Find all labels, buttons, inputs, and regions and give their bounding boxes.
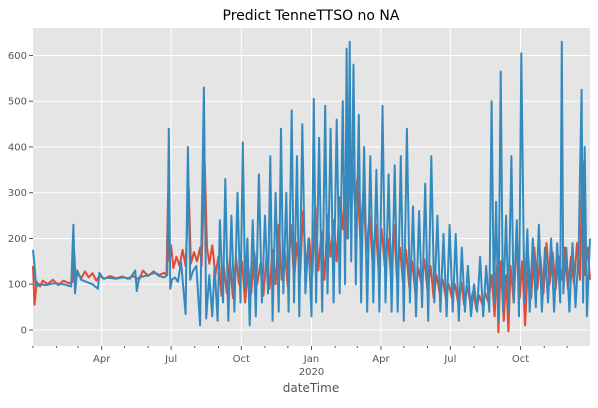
series-lines [32,40,591,334]
series-line-2 [32,40,591,327]
y-tick-label: 400 [8,142,27,153]
y-axis: 0 100 200 300 400 500 600 [8,51,33,336]
y-tick-label: 500 [8,97,27,108]
y-tick-label: 200 [8,234,27,245]
y-tick-label: 300 [8,188,27,199]
chart-title: Predict TenneTTSO no NA [223,8,400,24]
x-tick-label: Jan [303,354,319,365]
x-tick-label: Jul [164,354,177,365]
x-tick-label: Apr [372,354,390,365]
x-axis-label: dateTime [283,381,339,395]
x-tick-label: Oct [512,354,529,365]
x-tick-label: Oct [233,354,250,365]
y-tick-label: 100 [8,280,27,291]
y-tick-label: 0 [21,325,27,336]
x-axis: Apr Jul Oct Jan 2020 Apr Jul Oct [32,346,568,378]
x-tick-label: Jul [443,354,456,365]
x-tick-sublabel: 2020 [299,367,324,378]
x-tick-label: Apr [93,354,111,365]
y-tick-label: 600 [8,51,27,62]
